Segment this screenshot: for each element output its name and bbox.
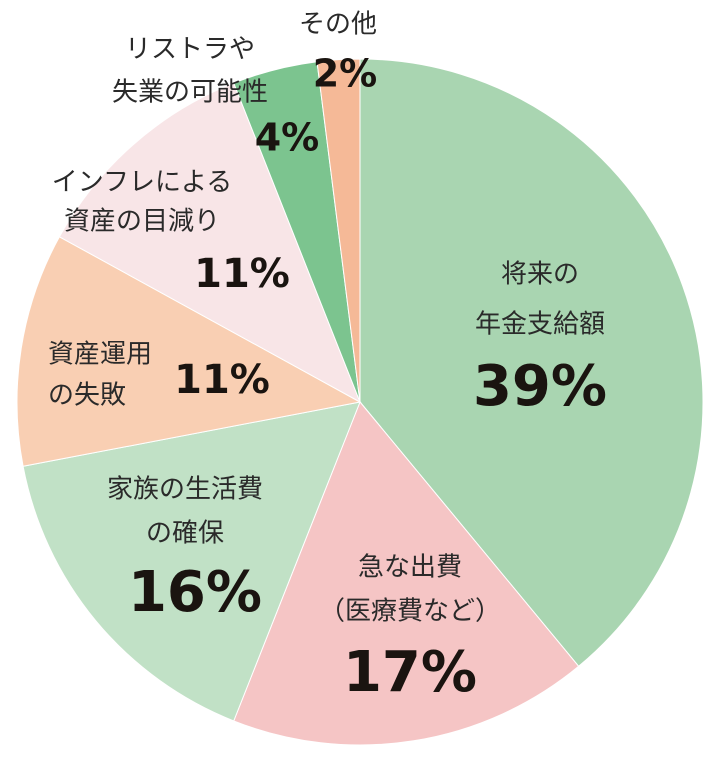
slice-label: 失業の可能性 <box>112 78 268 108</box>
pie-slice <box>233 401 580 746</box>
value-label: 11% <box>174 357 270 403</box>
pie-slice <box>22 401 361 722</box>
value-label: 17% <box>343 640 477 705</box>
value-label: 2% <box>313 52 378 96</box>
slice-label: 資産運用 <box>48 340 152 370</box>
value-label: 4% <box>255 116 320 160</box>
value-label: 11% <box>194 251 290 297</box>
slice-label: 将来の <box>501 260 579 290</box>
slice-label: リストラや <box>125 35 255 65</box>
pie-slice <box>16 236 362 467</box>
pie-slice <box>58 82 361 404</box>
slice-label: インフレによる <box>52 168 232 198</box>
value-label: 39% <box>473 354 607 419</box>
slice-label: （医療費など） <box>319 597 501 627</box>
pie-slice <box>316 58 361 403</box>
slice-label: 資産の目減り <box>64 207 220 237</box>
slice-label: 急な出費 <box>358 553 462 583</box>
slice-label: その他 <box>299 10 377 40</box>
slice-label: の確保 <box>146 519 224 549</box>
slice-label: の失敗 <box>48 381 126 411</box>
value-label: 16% <box>128 560 262 625</box>
slice-label: 年金支給額 <box>475 310 605 340</box>
pie-slice <box>359 58 704 667</box>
slice-label: 家族の生活費 <box>107 475 263 505</box>
